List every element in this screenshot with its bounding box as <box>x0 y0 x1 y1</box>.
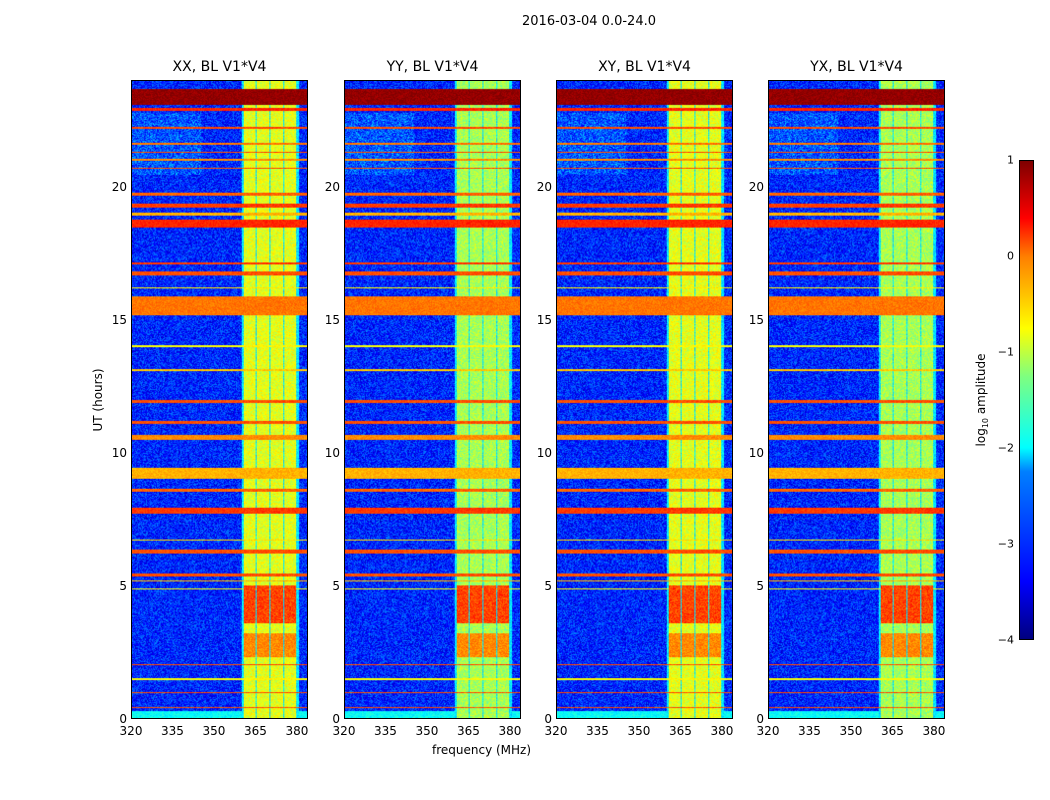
x-tick-label: 335 <box>798 724 821 738</box>
x-tick-label: 365 <box>244 724 267 738</box>
spectrogram-image <box>132 81 307 718</box>
x-tick-label: 350 <box>627 724 651 738</box>
x-tick-label: 380 <box>922 724 946 738</box>
x-tick-label: 350 <box>202 724 226 738</box>
colorbar-tick-label: −4 <box>997 633 1014 647</box>
x-tick-label: 365 <box>669 724 692 738</box>
y-tick-label: 10 <box>748 445 764 460</box>
y-tick-label: 15 <box>324 312 340 327</box>
x-tick-label: 320 <box>756 724 780 738</box>
y-tick-label: 0 <box>756 712 764 726</box>
panel-title: XY, BL V1*V4 <box>598 59 691 75</box>
y-tick-label: 5 <box>544 578 552 593</box>
colorbar <box>1019 160 1034 640</box>
y-tick-label: 10 <box>324 445 340 460</box>
x-tick-label: 365 <box>881 724 904 738</box>
spectrogram-image <box>557 81 732 718</box>
colorbar-tick-label: −2 <box>997 441 1014 455</box>
spectrogram-image <box>769 81 944 718</box>
x-tick-label: 380 <box>498 724 522 738</box>
panel-title: YX, BL V1*V4 <box>810 59 903 75</box>
x-tick-label: 335 <box>586 724 609 738</box>
colorbar-tick-label: 1 <box>1007 153 1014 167</box>
x-tick-label: 320 <box>119 724 143 738</box>
spectrogram-image <box>345 81 520 718</box>
spectrogram-panel-3 <box>768 80 945 719</box>
panel-title: YY, BL V1*V4 <box>386 59 479 75</box>
figure-title: 2016-03-04 0.0-24.0 <box>522 14 656 29</box>
x-axis-label: frequency (MHz) <box>432 743 532 757</box>
spectrogram-panel-2 <box>556 80 733 719</box>
spectrogram-panel-0 <box>131 80 308 719</box>
x-tick-label: 380 <box>285 724 309 738</box>
colorbar-tick-label: 0 <box>1007 249 1014 263</box>
colorbar-tick-label: −3 <box>997 537 1014 551</box>
x-tick-label: 365 <box>457 724 480 738</box>
y-tick-label: 5 <box>756 578 764 593</box>
y-tick-label: 10 <box>536 445 552 460</box>
y-tick-label: 15 <box>536 312 552 327</box>
y-tick-label: 20 <box>111 179 127 194</box>
y-tick-label: 20 <box>324 179 340 194</box>
colorbar-label: log10 amplitude <box>973 353 991 447</box>
y-tick-label: 20 <box>536 179 552 194</box>
y-tick-label: 15 <box>111 312 127 327</box>
x-tick-label: 335 <box>161 724 184 738</box>
x-tick-label: 335 <box>374 724 397 738</box>
y-tick-label: 5 <box>119 578 127 593</box>
x-tick-label: 380 <box>710 724 734 738</box>
y-tick-label: 15 <box>748 312 764 327</box>
y-tick-label: 0 <box>544 712 552 726</box>
x-tick-label: 350 <box>839 724 863 738</box>
y-tick-label: 5 <box>332 578 340 593</box>
x-tick-label: 320 <box>544 724 568 738</box>
y-axis-label: UT (hours) <box>91 368 105 432</box>
panel-title: XX, BL V1*V4 <box>172 59 267 75</box>
spectrogram-panel-1 <box>344 80 521 719</box>
y-tick-label: 0 <box>119 712 127 726</box>
x-tick-label: 350 <box>415 724 439 738</box>
y-tick-label: 10 <box>111 445 127 460</box>
x-tick-label: 320 <box>332 724 356 738</box>
y-tick-label: 20 <box>748 179 764 194</box>
colorbar-tick-label: −1 <box>997 345 1014 359</box>
y-tick-label: 0 <box>332 712 340 726</box>
